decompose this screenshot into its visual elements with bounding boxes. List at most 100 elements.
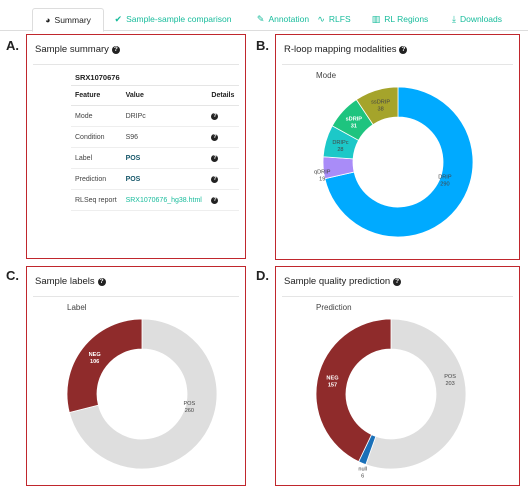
details-cell: ? [207, 168, 239, 190]
panel-title: Sample summary ? [35, 44, 120, 55]
slice-label-value: 157 [328, 383, 337, 389]
tab-label: Downloads [459, 14, 503, 24]
panel-title: Sample labels ? [35, 276, 106, 287]
column-header-feature: Feature [71, 85, 122, 106]
details-cell: ? [207, 189, 239, 211]
column-header-details: Details [207, 85, 239, 106]
slice-label-name: POS [183, 401, 195, 407]
table-row: Condition S96 ? [71, 126, 239, 148]
slice-label-value: 28 [337, 147, 343, 153]
slice-label-value: 106 [90, 359, 99, 365]
summary-table: Feature Value Details Mode DRIPc ? Condi… [71, 85, 239, 211]
panel-divider [33, 296, 239, 297]
tab-label: RLFS [328, 14, 351, 24]
panel-c-letter: C. [6, 268, 19, 283]
sample-id: SRX1070676 [75, 73, 120, 82]
pie-slice-neg[interactable] [66, 318, 143, 413]
panel-title-text: Sample quality prediction [284, 276, 391, 287]
panel-quality-prediction: Sample quality prediction ? Prediction P… [275, 266, 520, 486]
tab-label: RL Regions [384, 14, 429, 24]
slice-label-name: DRIP [438, 174, 452, 180]
panel-divider [282, 64, 513, 65]
slice-label-value: 260 [185, 408, 194, 414]
tab-sample-sample-comparison[interactable]: ✔ Sample-sample comparison [114, 8, 232, 30]
slice-label-value: 31 [351, 123, 357, 129]
help-icon[interactable]: ? [399, 45, 408, 54]
pie-slice-neg[interactable] [315, 318, 392, 463]
feature-cell: Condition [71, 126, 122, 148]
tab-rl-regions[interactable]: ▥ RL Regions [371, 8, 429, 30]
feature-cell: Prediction [71, 168, 122, 190]
value-cell: POS [121, 168, 208, 190]
slice-label-name: ssDRIP [371, 100, 390, 106]
panel-a-letter: A. [6, 38, 19, 53]
help-icon[interactable]: ? [211, 134, 219, 141]
chart-legend-title: Label [67, 303, 87, 312]
pie-slice-drip[interactable] [324, 86, 474, 238]
panel-b-letter: B. [256, 38, 269, 53]
slice-label-name: null [358, 467, 367, 473]
details-cell: ? [207, 126, 239, 148]
panel-divider [33, 64, 239, 65]
rlseq-report-link[interactable]: SRX1070676_hg38.html [121, 189, 208, 211]
slice-label-value: 19 [319, 176, 325, 182]
brush-icon: ✎ [256, 13, 265, 24]
slice-label-name: qDRIP [314, 169, 331, 175]
slice-label-name: DRIPc [332, 140, 348, 146]
slice-label-name: sDRIP [346, 116, 363, 122]
details-cell: ? [207, 105, 239, 127]
tab-bar-divider [0, 30, 528, 31]
pie-slice-ssdrip[interactable] [355, 86, 399, 126]
tab-annotation[interactable]: ✎ Annotation [254, 8, 312, 30]
tab-downloads[interactable]: ⤓ Downloads [448, 8, 506, 30]
help-icon[interactable]: ? [211, 155, 219, 162]
tab-summary[interactable]: ◕ Summary [32, 8, 104, 32]
map-icon: ▥ [371, 13, 381, 24]
help-icon[interactable]: ? [97, 277, 106, 286]
column-header-value: Value [121, 85, 208, 106]
tab-label: Summary [54, 15, 91, 25]
table-header-row: Feature Value Details [71, 85, 239, 106]
download-icon: ⤓ [451, 13, 456, 24]
chart-legend-title: Mode [316, 71, 337, 80]
help-icon[interactable]: ? [211, 197, 219, 204]
slice-label-value: 6 [361, 474, 364, 480]
tab-rlfs[interactable]: ∿ RLFS [314, 8, 354, 30]
panel-sample-labels: Sample labels ? Label POS 260 NEG 106 [26, 266, 246, 486]
feature-cell: Label [71, 147, 122, 169]
table-row: Label POS ? [71, 147, 239, 169]
feature-cell: Mode [71, 105, 122, 127]
help-icon[interactable]: ? [211, 113, 219, 120]
check-double-icon: ✔ [114, 13, 123, 24]
palette-icon: ◕ [45, 14, 51, 25]
value-cell: S96 [121, 126, 208, 148]
table-row: Prediction POS ? [71, 168, 239, 190]
slice-label-value: 38 [377, 107, 383, 113]
slice-label-name: NEG [326, 376, 338, 382]
help-icon[interactable]: ? [211, 176, 219, 183]
panel-r-loop-modalities: R-loop mapping modalities ? Mode DRIP 290… [275, 34, 520, 260]
slice-label-value: 203 [445, 381, 454, 387]
feature-cell: RLSeq report [71, 189, 122, 211]
help-icon[interactable]: ? [393, 277, 402, 286]
value-cell: DRIPc [121, 105, 208, 127]
panel-title-text: Sample labels [35, 276, 95, 287]
value-cell: POS [121, 147, 208, 169]
pie-slice-pos[interactable] [68, 318, 218, 470]
panel-divider [282, 296, 513, 297]
slice-label-value: 290 [440, 181, 449, 187]
tab-label: Annotation [268, 14, 310, 24]
pie-slice-pos[interactable] [365, 318, 467, 470]
tab-bar: ◕ Summary ✔ Sample-sample comparison ✎ A… [0, 0, 528, 36]
wave-icon: ∿ [317, 13, 325, 24]
table-row: Mode DRIPc ? [71, 105, 239, 127]
help-icon[interactable]: ? [111, 45, 120, 54]
panel-title-text: R-loop mapping modalities [284, 44, 397, 55]
details-cell: ? [207, 147, 239, 169]
tab-label: Sample-sample comparison [126, 14, 232, 24]
slice-label-name: NEG [89, 352, 101, 358]
slice-label-name: POS [444, 374, 456, 380]
